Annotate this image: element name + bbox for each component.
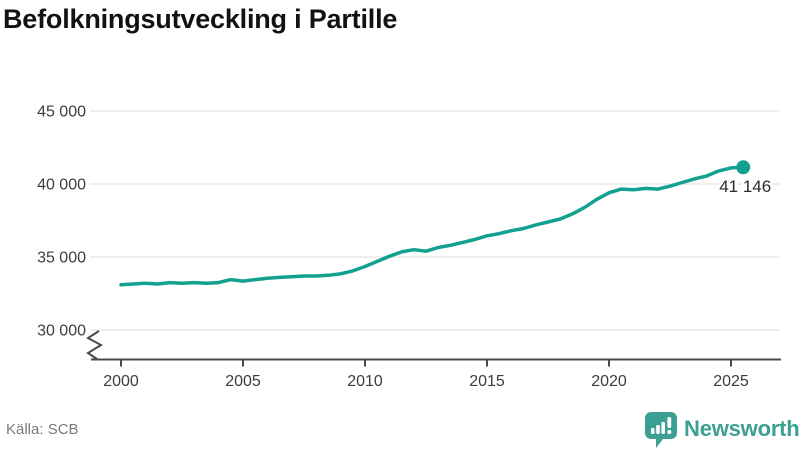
x-tick-label: 2020 [591, 373, 627, 390]
x-tick-label: 2000 [103, 373, 139, 390]
chart-title: Befolkningsutveckling i Partille [3, 4, 398, 34]
y-tick-label: 45 000 [37, 104, 86, 121]
newsworthy-bubble-chart-icon [644, 411, 678, 450]
x-tick-label: 2025 [713, 373, 749, 390]
y-tick-label: 35 000 [37, 250, 86, 267]
last-point-label: 41 146 [719, 177, 771, 196]
source-label: Källa: SCB [6, 421, 79, 438]
y-tick-label: 30 000 [37, 323, 86, 340]
axis-break-icon [86, 330, 104, 360]
population-line [119, 165, 745, 287]
last-point-marker [736, 160, 751, 175]
newsworthy-logo[interactable]: Newsworthy [644, 411, 800, 450]
x-tick-label: 2015 [469, 373, 505, 390]
x-tick-label: 2005 [225, 373, 261, 390]
newsworthy-wordmark: Newsworthy [684, 416, 800, 441]
x-tick-label: 2010 [347, 373, 383, 390]
y-tick-label: 40 000 [37, 177, 86, 194]
